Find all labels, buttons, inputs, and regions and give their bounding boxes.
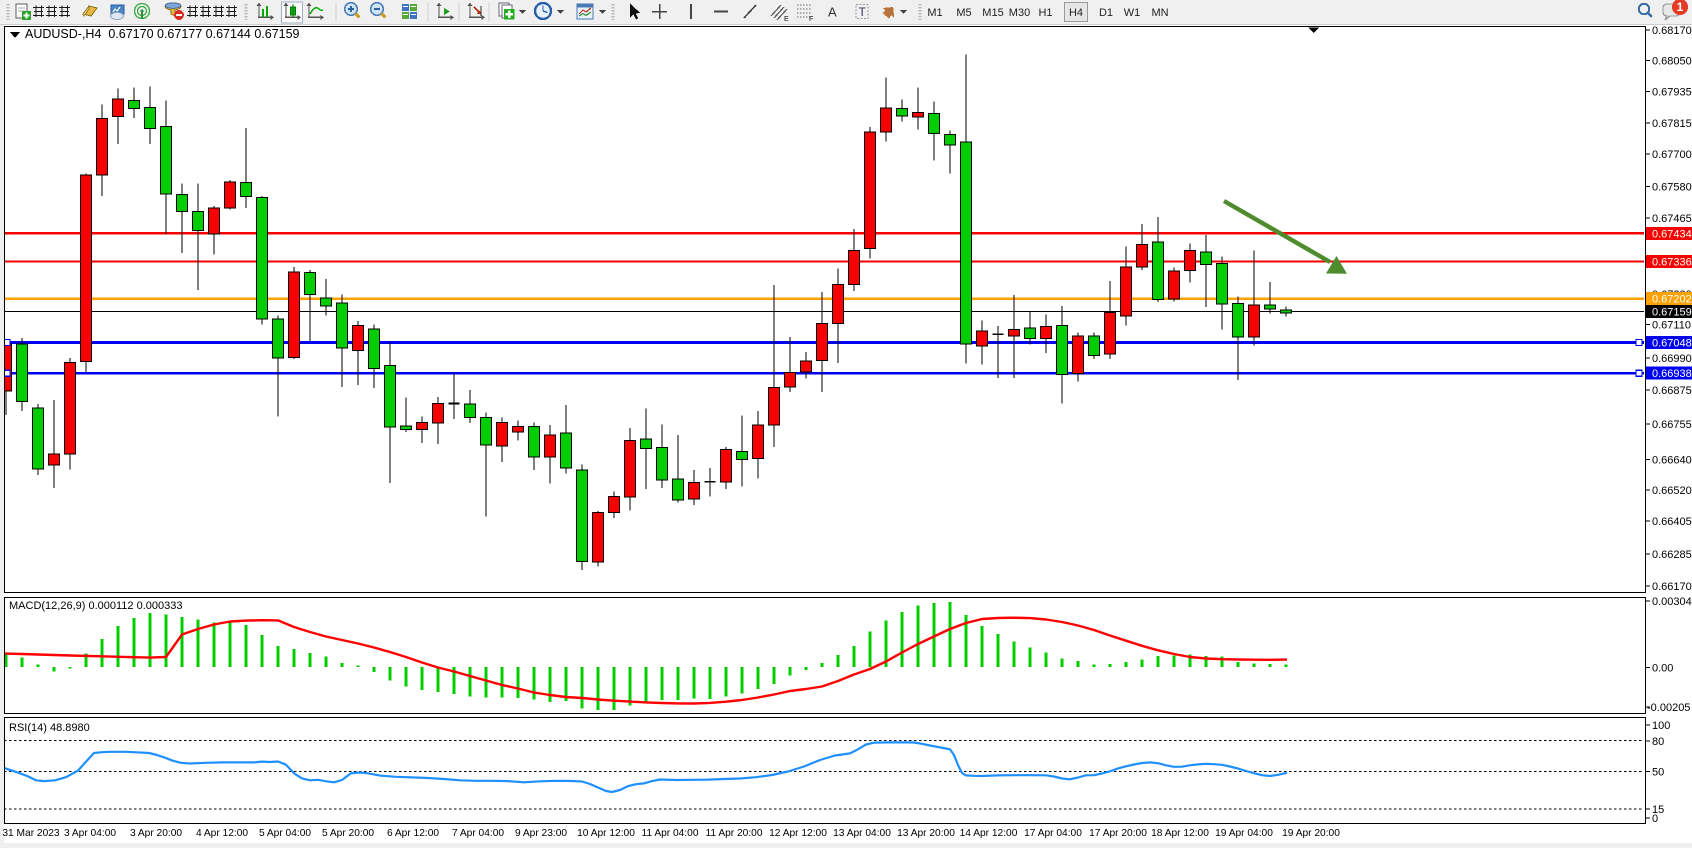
svg-text:0.00304: 0.00304: [1652, 596, 1692, 608]
svg-text:19 Apr 20:00: 19 Apr 20:00: [1282, 828, 1340, 839]
svg-text:M15: M15: [982, 7, 1003, 19]
svg-text:0.66755: 0.66755: [1652, 419, 1692, 431]
svg-text:MN: MN: [1151, 7, 1168, 19]
svg-text:0.66520: 0.66520: [1652, 485, 1692, 497]
svg-text:80: 80: [1652, 736, 1664, 748]
svg-text:0.66640: 0.66640: [1652, 455, 1692, 467]
svg-text:0.68170: 0.68170: [1652, 25, 1692, 37]
svg-text:0.67434: 0.67434: [1652, 228, 1692, 240]
svg-text:0.66938: 0.66938: [1652, 368, 1692, 380]
svg-text:RSI(14) 48.8980: RSI(14) 48.8980: [9, 722, 90, 734]
svg-text:F: F: [809, 16, 813, 23]
svg-text:0.67700: 0.67700: [1652, 149, 1692, 161]
svg-text:18 Apr 12:00: 18 Apr 12:00: [1151, 828, 1209, 839]
svg-text:H1: H1: [1038, 7, 1052, 19]
svg-text:0.67048: 0.67048: [1652, 338, 1692, 350]
svg-text:12 Apr 12:00: 12 Apr 12:00: [769, 828, 827, 839]
svg-text:0.67159: 0.67159: [1652, 307, 1692, 319]
svg-text:19 Apr 04:00: 19 Apr 04:00: [1215, 828, 1273, 839]
svg-text:11 Apr 04:00: 11 Apr 04:00: [641, 828, 698, 839]
svg-text:M5: M5: [956, 7, 971, 19]
svg-text:15: 15: [1652, 804, 1664, 816]
svg-text:5 Apr 20:00: 5 Apr 20:00: [322, 828, 374, 839]
svg-text:M30: M30: [1009, 7, 1030, 19]
svg-text:10 Apr 12:00: 10 Apr 12:00: [577, 828, 635, 839]
svg-text:MACD(12,26,9) 0.000112 0.00033: MACD(12,26,9) 0.000112 0.000333: [9, 600, 182, 612]
svg-text:0.67580: 0.67580: [1652, 181, 1692, 193]
svg-text:50: 50: [1652, 767, 1664, 779]
svg-text:0.68050: 0.68050: [1652, 56, 1692, 68]
svg-text:A: A: [828, 5, 837, 20]
svg-text:0.67935: 0.67935: [1652, 87, 1692, 99]
svg-text:6 Apr 12:00: 6 Apr 12:00: [387, 828, 439, 839]
svg-text:0.00: 0.00: [1652, 663, 1673, 675]
svg-text:H4: H4: [1069, 7, 1083, 19]
svg-text:W1: W1: [1124, 7, 1141, 19]
svg-text:-0.00205: -0.00205: [1647, 702, 1690, 714]
svg-text:0.66170: 0.66170: [1652, 581, 1692, 593]
svg-text:5 Apr 04:00: 5 Apr 04:00: [259, 828, 311, 839]
svg-text:7 Apr 04:00: 7 Apr 04:00: [452, 828, 504, 839]
svg-text:0.66405: 0.66405: [1652, 516, 1692, 528]
svg-text:0.67815: 0.67815: [1652, 118, 1692, 130]
svg-text:0: 0: [1652, 813, 1658, 825]
svg-text:AUDUSD-,H4 0.67170 0.67177 0.: AUDUSD-,H4 0.67170 0.67177 0.67144 0.671…: [25, 27, 300, 41]
svg-text:0.67336: 0.67336: [1652, 257, 1692, 269]
svg-text:M1: M1: [927, 7, 942, 19]
svg-text:31 Mar 2023: 31 Mar 2023: [2, 828, 60, 839]
svg-text:1: 1: [1677, 0, 1684, 14]
svg-text:14 Apr 12:00: 14 Apr 12:00: [960, 828, 1018, 839]
svg-text:3 Apr 04:00: 3 Apr 04:00: [64, 828, 116, 839]
svg-text:0.67465: 0.67465: [1652, 213, 1692, 225]
svg-text:0.66875: 0.66875: [1652, 385, 1692, 397]
svg-text:T: T: [859, 5, 867, 19]
svg-text:0.66990: 0.66990: [1652, 353, 1692, 365]
svg-text:17 Apr 04:00: 17 Apr 04:00: [1024, 828, 1082, 839]
svg-text:13 Apr 20:00: 13 Apr 20:00: [897, 828, 955, 839]
svg-text:11 Apr 20:00: 11 Apr 20:00: [705, 828, 762, 839]
svg-text:100: 100: [1652, 720, 1670, 732]
svg-text:0.66285: 0.66285: [1652, 549, 1692, 561]
svg-text:4 Apr 12:00: 4 Apr 12:00: [196, 828, 248, 839]
svg-text:D1: D1: [1099, 7, 1113, 19]
svg-text:9 Apr 23:00: 9 Apr 23:00: [515, 828, 567, 839]
svg-text:17 Apr 20:00: 17 Apr 20:00: [1089, 828, 1147, 839]
svg-text:13 Apr 04:00: 13 Apr 04:00: [833, 828, 891, 839]
svg-text:3 Apr 20:00: 3 Apr 20:00: [130, 828, 182, 839]
svg-text:E: E: [784, 16, 789, 23]
svg-text:0.67202: 0.67202: [1652, 294, 1692, 306]
svg-text:0.67110: 0.67110: [1652, 320, 1691, 332]
